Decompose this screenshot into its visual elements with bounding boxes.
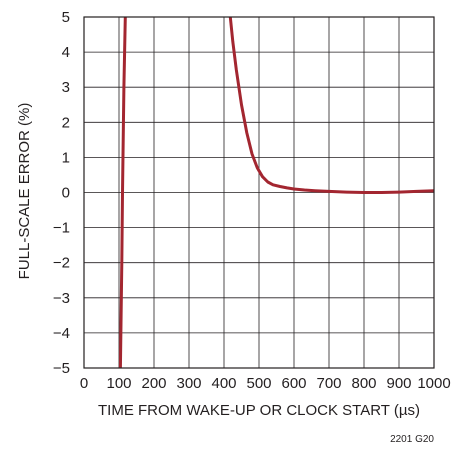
x-tick-label: 700 — [316, 375, 341, 392]
y-tick-label: −4 — [53, 325, 70, 342]
y-tick-label: 1 — [62, 149, 70, 166]
y-tick-labels: −5 −4 −3 −2 −1 0 1 2 3 4 5 — [53, 9, 70, 377]
series-line — [228, 16, 435, 194]
data-series — [118, 16, 435, 369]
x-tick-label: 800 — [351, 375, 376, 392]
figure-id: 2201 G20 — [390, 434, 434, 445]
y-tick-label: 0 — [62, 185, 70, 202]
plot-frame — [83, 16, 435, 369]
series-line — [118, 16, 127, 369]
y-tick-label: −5 — [53, 360, 70, 377]
x-tick-label: 200 — [141, 375, 166, 392]
y-tick-label: 5 — [62, 9, 70, 26]
x-tick-labels: 0 100 200 300 400 500 600 700 800 900 1000 — [80, 375, 451, 392]
y-tick-label: 4 — [62, 44, 70, 61]
x-tick-label: 600 — [281, 375, 306, 392]
x-axis-title: TIME FROM WAKE-UP OR CLOCK START (µs) — [98, 402, 420, 419]
y-axis-title: FULL-SCALE ERROR (%) — [16, 103, 33, 280]
y-tick-label: −1 — [53, 220, 70, 237]
x-tick-label: 1000 — [417, 375, 450, 392]
y-tick-label: −2 — [53, 255, 70, 272]
y-tick-label: 2 — [62, 114, 70, 131]
x-tick-label: 400 — [211, 375, 236, 392]
x-tick-label: 100 — [106, 375, 131, 392]
x-tick-label: 300 — [176, 375, 201, 392]
y-tick-label: 3 — [62, 79, 70, 96]
x-tick-label: 900 — [386, 375, 411, 392]
x-tick-label: 0 — [80, 375, 88, 392]
y-tick-label: −3 — [53, 290, 70, 307]
x-tick-label: 500 — [246, 375, 271, 392]
